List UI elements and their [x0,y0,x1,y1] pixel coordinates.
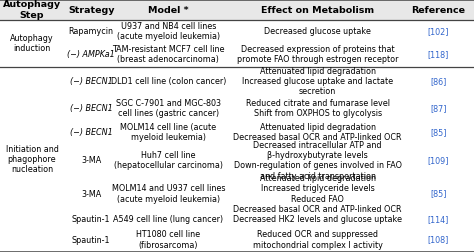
Text: (−) AMPKa1: (−) AMPKa1 [67,50,115,59]
Text: [102]: [102] [428,27,449,36]
Text: MOLM14 cell line (acute
myeloid leukemia): MOLM14 cell line (acute myeloid leukemia… [120,123,216,142]
Text: [109]: [109] [428,156,449,165]
Text: Huh7 cell line
(hepatocellular carcinoma): Huh7 cell line (hepatocellular carcinoma… [114,151,223,170]
Text: Decreased expression of proteins that
promote FAO through estrogen receptor: Decreased expression of proteins that pr… [237,45,398,64]
Text: Attenuated lipid degradation
Increased triglyceride levels
Reduced FAO
Decreased: Attenuated lipid degradation Increased t… [233,174,402,214]
Text: HT1080 cell line
(fibrosarcoma): HT1080 cell line (fibrosarcoma) [136,230,201,250]
Text: Decreased intracellular ATP and
β-hydroxybutyrate levels
Down-regulation of gene: Decreased intracellular ATP and β-hydrox… [234,141,401,181]
Text: (−) BECN1: (−) BECN1 [70,104,113,113]
Text: Effect on Metabolism: Effect on Metabolism [261,6,374,15]
Text: Strategy: Strategy [68,6,115,15]
Text: [85]: [85] [430,190,447,199]
Text: U937 and NB4 cell lines
(acute myeloid leukemia): U937 and NB4 cell lines (acute myeloid l… [117,21,220,41]
Text: (−) BECN1: (−) BECN1 [70,128,113,137]
Text: Decreased HK2 levels and glucose uptake: Decreased HK2 levels and glucose uptake [233,215,402,224]
Text: Spautin-1: Spautin-1 [72,215,110,224]
Text: [85]: [85] [430,128,447,137]
Text: Initiation and
phagophore
nucleation: Initiation and phagophore nucleation [6,145,58,174]
Text: [108]: [108] [428,236,449,245]
Text: 3-MA: 3-MA [81,190,101,199]
Text: Attenuated lipid degradation
Decreased basal OCR and ATP-linked OCR: Attenuated lipid degradation Decreased b… [233,123,402,142]
Text: (−) BECN1: (−) BECN1 [70,77,113,86]
Text: 3-MA: 3-MA [81,156,101,165]
Text: TAM-resistant MCF7 cell line
(breast adenocarcinoma): TAM-resistant MCF7 cell line (breast ade… [112,45,225,64]
Text: Attenuated lipid degradation
Increased glucose uptake and lactate
secretion: Attenuated lipid degradation Increased g… [242,67,393,96]
Text: [118]: [118] [428,50,449,59]
Text: Decreased glucose uptake: Decreased glucose uptake [264,27,371,36]
Text: Autophagy
Step: Autophagy Step [3,1,61,20]
Text: Autophagy
induction: Autophagy induction [10,34,54,53]
Bar [0,0,474,20]
Text: Model *: Model * [148,6,189,15]
Text: [87]: [87] [430,104,447,113]
Text: [114]: [114] [428,215,449,224]
Text: Reduced OCR and suppressed
mitochondrial complex I activity: Reduced OCR and suppressed mitochondrial… [253,230,383,250]
Text: [86]: [86] [430,77,447,86]
Text: Reduced citrate and fumarase level
Shift from OXPHOS to glycolysis: Reduced citrate and fumarase level Shift… [246,99,390,118]
Text: Spautin-1: Spautin-1 [72,236,110,245]
Text: A549 cell line (lung cancer): A549 cell line (lung cancer) [113,215,223,224]
Text: DLD1 cell line (colon cancer): DLD1 cell line (colon cancer) [110,77,226,86]
Text: Reference: Reference [411,6,465,15]
Text: MOLM14 and U937 cell lines
(acute myeloid leukemia): MOLM14 and U937 cell lines (acute myeloi… [111,184,225,204]
Text: SGC C-7901 and MGC-803
cell lines (gastric cancer): SGC C-7901 and MGC-803 cell lines (gastr… [116,99,221,118]
Text: Rapamycin: Rapamycin [69,27,114,36]
